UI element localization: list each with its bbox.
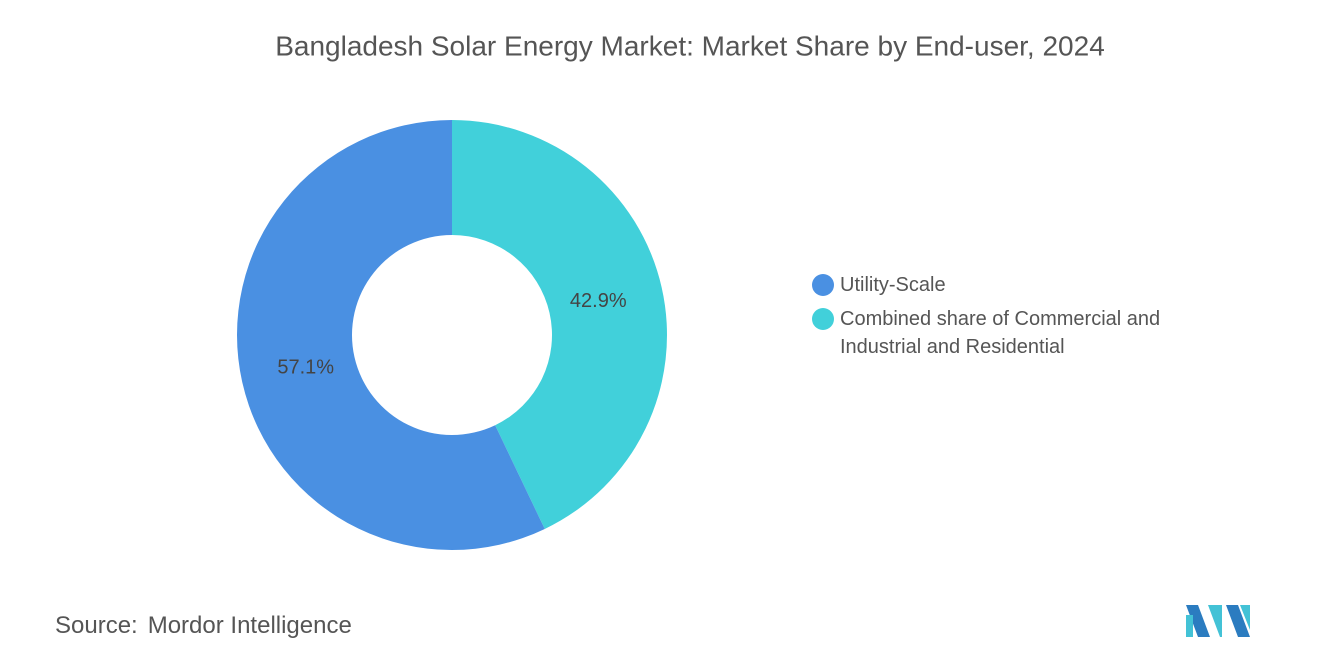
- legend-item: Utility-Scale: [812, 271, 1212, 299]
- legend-marker: [812, 308, 834, 330]
- data-label: 57.1%: [277, 356, 334, 378]
- source: Source: Mordor Intelligence: [55, 612, 352, 640]
- data-label: 42.9%: [570, 290, 627, 312]
- source-text: Mordor Intelligence: [147, 612, 352, 639]
- logo: [1186, 605, 1250, 637]
- legend-label: Utility-Scale: [840, 274, 946, 296]
- legend: Utility-Scale Combined share of Commercia…: [812, 271, 1212, 367]
- legend-marker: [812, 274, 834, 296]
- legend-item: Combined share of Commercial and Industr…: [812, 305, 1212, 361]
- source-label: Source:: [55, 612, 138, 639]
- legend-label: Combined share of Commercial and Industr…: [840, 308, 1161, 358]
- chart-title: Bangladesh Solar Energy Market: Market S…: [275, 30, 1105, 61]
- donut-slice: [237, 120, 545, 550]
- donut-slice: [452, 120, 668, 529]
